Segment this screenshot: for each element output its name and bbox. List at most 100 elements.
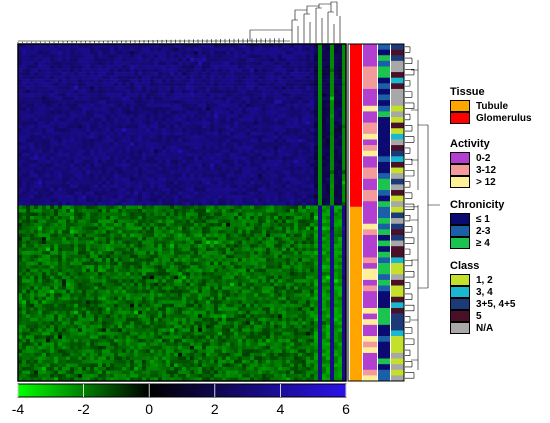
heatmap-cell <box>206 194 211 199</box>
heatmap-cell <box>50 121 55 126</box>
heatmap-cell <box>154 124 159 129</box>
heatmap-cell <box>98 226 103 231</box>
heatmap-cell <box>274 173 279 178</box>
heatmap-cell <box>134 198 139 203</box>
heatmap-cell <box>46 75 51 80</box>
heatmap-cell <box>106 194 111 199</box>
heatmap-cell <box>98 208 103 213</box>
heatmap-cell <box>162 117 167 122</box>
heatmap-cell <box>154 117 159 122</box>
heatmap-cell <box>338 145 343 150</box>
heatmap-cell <box>314 54 319 59</box>
heatmap-cell <box>302 233 307 238</box>
heatmap-cell <box>138 194 143 199</box>
heatmap-cell <box>62 237 67 241</box>
heatmap-cell <box>34 124 39 129</box>
heatmap-cell <box>46 216 51 220</box>
heatmap-cell <box>94 107 99 111</box>
heatmap-cell <box>242 152 247 157</box>
heatmap-cell <box>190 86 195 90</box>
heatmap-cell <box>138 145 143 150</box>
heatmap-cell <box>258 223 263 227</box>
heatmap-cell <box>330 194 335 199</box>
heatmap-cell <box>338 54 343 59</box>
heatmap-cell <box>166 75 171 80</box>
heatmap-cell <box>326 75 331 80</box>
heatmap-cell <box>58 142 63 147</box>
heatmap-cell <box>342 61 347 66</box>
heatmap-cell <box>190 54 195 59</box>
heatmap-cell <box>106 166 111 171</box>
heatmap-cell <box>30 205 35 210</box>
heatmap-cell <box>334 138 339 143</box>
heatmap-cell <box>150 163 155 168</box>
heatmap-cell <box>26 201 31 206</box>
heatmap-cell <box>302 86 307 90</box>
heatmap-cell <box>326 61 331 66</box>
heatmap-cell <box>142 201 147 206</box>
heatmap-cell <box>38 156 43 161</box>
heatmap-cell <box>338 180 343 185</box>
heatmap-cell <box>82 117 87 122</box>
heatmap-cell <box>330 103 335 108</box>
heatmap-cell <box>166 149 171 154</box>
heatmap-cell <box>230 47 235 52</box>
heatmap-cell <box>146 251 151 255</box>
heatmap-cell <box>290 68 295 73</box>
heatmap-cell <box>322 226 327 231</box>
heatmap-cell <box>238 166 243 171</box>
heatmap-cell <box>342 58 347 62</box>
heatmap-cell <box>206 184 211 189</box>
heatmap-cell <box>38 68 43 73</box>
heatmap-cell <box>118 89 123 94</box>
heatmap-cell <box>282 254 287 259</box>
heatmap-cell <box>38 149 43 154</box>
heatmap-cell <box>30 135 35 140</box>
heatmap-cell <box>162 149 167 154</box>
heatmap-cell <box>150 226 155 231</box>
heatmap-cell <box>302 138 307 143</box>
heatmap-cell <box>94 58 99 62</box>
heatmap-cell <box>326 152 331 157</box>
heatmap-cell <box>342 159 347 164</box>
heatmap-cell <box>98 75 103 80</box>
heatmap-cell <box>18 226 23 231</box>
heatmap-cell <box>218 103 223 108</box>
heatmap-cell <box>302 208 307 213</box>
heatmap-cell <box>262 226 267 231</box>
heatmap-cell <box>106 58 111 62</box>
heatmap-cell <box>94 72 99 76</box>
heatmap-cell <box>238 51 243 55</box>
heatmap-cell <box>286 131 291 136</box>
heatmap-cell <box>182 107 187 111</box>
heatmap-cell <box>186 208 191 213</box>
heatmap-cell <box>162 128 167 133</box>
heatmap-cell <box>42 247 47 252</box>
heatmap-cell <box>246 124 251 129</box>
heatmap-cell <box>110 121 115 126</box>
heatmap-cell <box>66 138 71 143</box>
heatmap-cell <box>278 230 283 234</box>
heatmap-cell <box>78 226 83 231</box>
heatmap-cell <box>150 107 155 111</box>
heatmap-cell <box>326 159 331 164</box>
heatmap-cell <box>258 180 263 185</box>
heatmap-cell <box>174 201 179 206</box>
heatmap-cell <box>146 184 151 189</box>
heatmap-cell <box>210 58 215 62</box>
heatmap-cell <box>122 180 127 185</box>
heatmap-cell <box>170 121 175 126</box>
heatmap-cell <box>314 254 319 259</box>
heatmap-cell <box>162 44 167 48</box>
heatmap-cell <box>254 163 259 168</box>
heatmap-cell <box>46 208 51 213</box>
heatmap-cell <box>74 145 79 150</box>
heatmap-cell <box>218 75 223 80</box>
heatmap-cell <box>218 79 223 83</box>
heatmap-cell <box>174 208 179 213</box>
heatmap-cell <box>258 107 263 111</box>
heatmap-cell <box>34 152 39 157</box>
heatmap-cell <box>42 191 47 196</box>
heatmap-cell <box>262 117 267 122</box>
heatmap-cell <box>270 184 275 189</box>
